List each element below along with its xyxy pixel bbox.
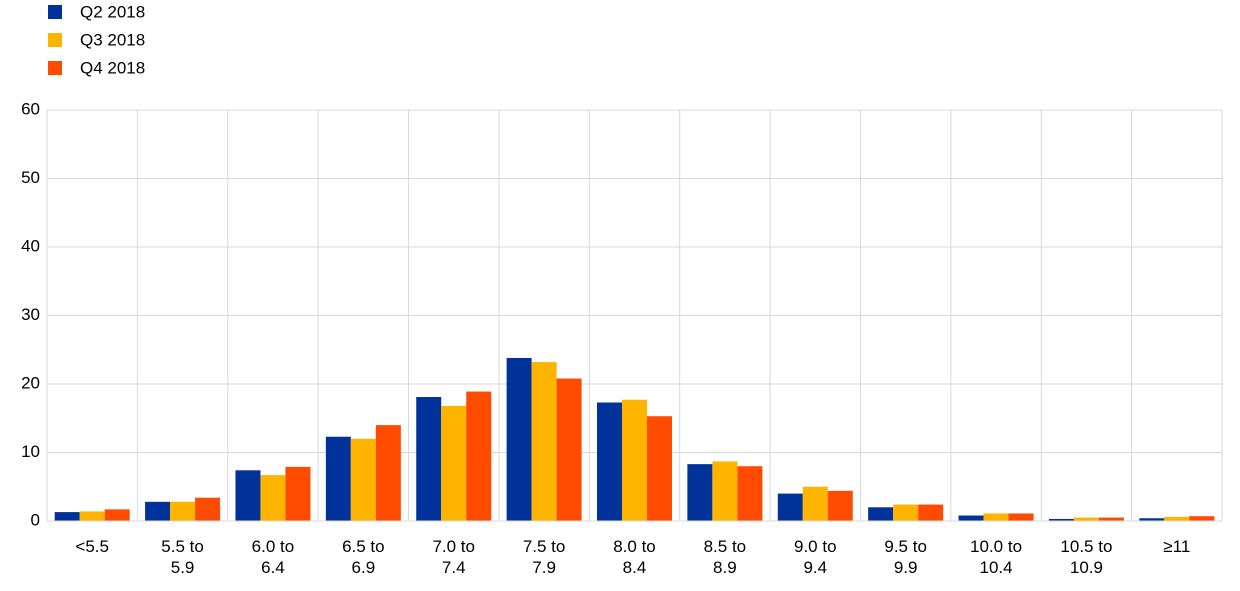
bar [802, 486, 828, 521]
legend-label: Q2 2018 [80, 2, 145, 21]
x-tick-label: 9.5 to 9.9 [884, 537, 927, 577]
bar [737, 466, 763, 521]
y-tick-label: 20 [21, 373, 40, 392]
x-tick-label: 10.5 to 10.9 [1060, 537, 1113, 577]
bar [687, 464, 713, 521]
x-tick-label: 7.0 to 7.4 [432, 537, 475, 577]
bar [958, 515, 984, 521]
bar [712, 461, 738, 521]
y-tick-label: 60 [21, 99, 40, 118]
x-tick-label: <5.5 [75, 537, 109, 556]
bar [1048, 518, 1074, 521]
legend-swatch [48, 61, 62, 75]
x-tick-label: 6.5 to 6.9 [342, 537, 385, 577]
bar [325, 436, 351, 521]
bar [506, 357, 532, 521]
y-tick-label: 50 [21, 168, 40, 187]
bar [1098, 517, 1124, 521]
y-tick-label: 10 [21, 442, 40, 461]
bar [1008, 513, 1034, 521]
y-tick-label: 40 [21, 236, 40, 255]
x-tick-label: ≥11 [1163, 537, 1191, 556]
bar [170, 501, 196, 521]
legend-swatch [48, 5, 62, 19]
legend-swatch [48, 33, 62, 47]
bar [235, 470, 261, 521]
x-tick-label: 7.5 to 7.9 [522, 537, 566, 577]
legend-label: Q3 2018 [80, 30, 145, 49]
y-tick-label: 0 [31, 510, 40, 529]
legend-label: Q4 2018 [80, 58, 145, 77]
y-tick-label: 30 [21, 305, 40, 324]
bar [104, 509, 130, 521]
bar [531, 362, 557, 521]
bar [777, 493, 803, 521]
bar [1164, 516, 1190, 521]
bar [647, 416, 672, 521]
bar [195, 497, 221, 521]
x-tick-label: 6.0 to 6.4 [251, 537, 295, 577]
bar [54, 512, 80, 521]
bar [556, 378, 582, 521]
bar [441, 405, 467, 521]
bar [466, 391, 492, 521]
bar [1139, 518, 1165, 521]
bar [918, 504, 944, 521]
bar [145, 501, 171, 521]
bar [416, 397, 442, 521]
x-tick-label: 8.5 to 8.9 [703, 537, 747, 577]
x-tick-label: 5.5 to 5.9 [161, 537, 204, 577]
bar [893, 504, 919, 521]
x-tick-label: 9.0 to 9.4 [793, 537, 837, 577]
bar [868, 507, 894, 521]
x-tick-label: 8.0 to 8.4 [613, 537, 656, 577]
bar [375, 425, 401, 521]
x-tick-label: 10.0 to 10.4 [970, 537, 1023, 577]
bar [79, 511, 105, 521]
bar [350, 438, 376, 521]
bar [597, 402, 622, 521]
bar [1189, 516, 1215, 521]
bar [1073, 517, 1099, 521]
bar [260, 475, 286, 521]
bar [983, 513, 1009, 521]
bar [827, 490, 853, 521]
bar [622, 399, 647, 521]
bar [285, 466, 311, 521]
